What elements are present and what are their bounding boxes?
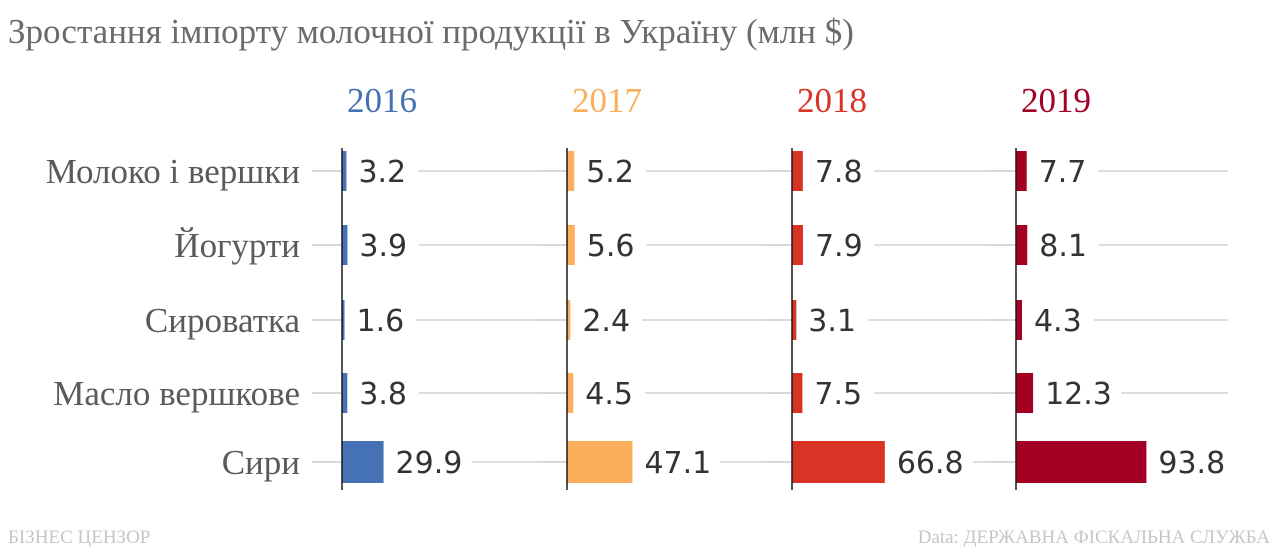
panel-2017: 2017 5.2 5.6 2.4 4.5 47.1 xyxy=(537,81,779,490)
category-labels: Молоко і вершки Йогурти Сироватка Масло вер… xyxy=(46,152,301,482)
data-label: 7.5 xyxy=(814,377,862,412)
category-label: Масло вершкове xyxy=(53,374,300,413)
category-label: Сири xyxy=(222,443,300,482)
bar xyxy=(567,225,575,265)
chart-title: Зростання імпорту молочної продукції в У… xyxy=(8,12,854,51)
data-label: 66.8 xyxy=(897,446,964,481)
data-label: 7.8 xyxy=(815,155,863,190)
bar xyxy=(567,151,575,191)
data-label: 3.2 xyxy=(358,155,406,190)
data-label: 3.9 xyxy=(359,229,407,264)
bar xyxy=(792,225,803,265)
bar xyxy=(792,441,885,483)
data-label: 5.2 xyxy=(586,155,634,190)
data-label: 47.1 xyxy=(644,446,711,481)
bar xyxy=(792,151,803,191)
bar xyxy=(567,300,571,340)
bar xyxy=(342,441,384,483)
bar xyxy=(342,373,348,413)
bar xyxy=(567,441,633,483)
data-label: 7.7 xyxy=(1039,155,1087,190)
data-label: 4.5 xyxy=(585,377,633,412)
bar xyxy=(342,151,347,191)
data-label: 1.6 xyxy=(357,304,405,339)
data-label: 29.9 xyxy=(396,446,463,481)
bar xyxy=(792,373,803,413)
bar xyxy=(567,373,574,413)
data-label: 3.8 xyxy=(359,377,407,412)
data-label: 4.3 xyxy=(1034,304,1082,339)
category-label: Йогурти xyxy=(174,226,300,265)
data-label: 5.6 xyxy=(587,229,635,264)
data-label: 3.1 xyxy=(808,304,856,339)
panels: 2016 3.2 3.9 1.6 3.8 29.9 2017 5.2 5.6 2.4 4.5 47.1… xyxy=(312,81,1228,490)
series-label: 2016 xyxy=(347,81,417,120)
bar xyxy=(342,300,345,340)
bar xyxy=(1016,300,1022,340)
panel-2018: 2018 7.8 7.9 3.1 7.5 66.8 xyxy=(762,81,1004,490)
category-label: Сироватка xyxy=(145,301,301,340)
series-label: 2018 xyxy=(797,81,867,120)
bar xyxy=(1016,151,1027,191)
bar xyxy=(342,225,348,265)
data-label: 2.4 xyxy=(582,304,630,339)
brand-credit: БІЗНЕС ЦЕНЗОР xyxy=(8,527,151,548)
data-label: 93.8 xyxy=(1158,446,1225,481)
bar xyxy=(1016,225,1028,265)
data-source: Data: ДЕРЖАВНА ФІСКАЛЬНА СЛУЖБА xyxy=(917,527,1270,548)
data-label: 7.9 xyxy=(815,229,863,264)
series-label: 2019 xyxy=(1021,81,1091,120)
bar xyxy=(1016,441,1147,483)
data-label: 8.1 xyxy=(1039,229,1087,264)
panel-2019: 2019 7.7 8.1 4.3 12.3 93.8 xyxy=(986,81,1228,490)
bar xyxy=(792,300,797,340)
series-label: 2017 xyxy=(572,81,642,120)
bar xyxy=(1016,373,1034,413)
data-label: 12.3 xyxy=(1045,377,1112,412)
panel-2016: 2016 3.2 3.9 1.6 3.8 29.9 xyxy=(312,81,554,490)
category-label: Молоко і вершки xyxy=(46,152,300,191)
